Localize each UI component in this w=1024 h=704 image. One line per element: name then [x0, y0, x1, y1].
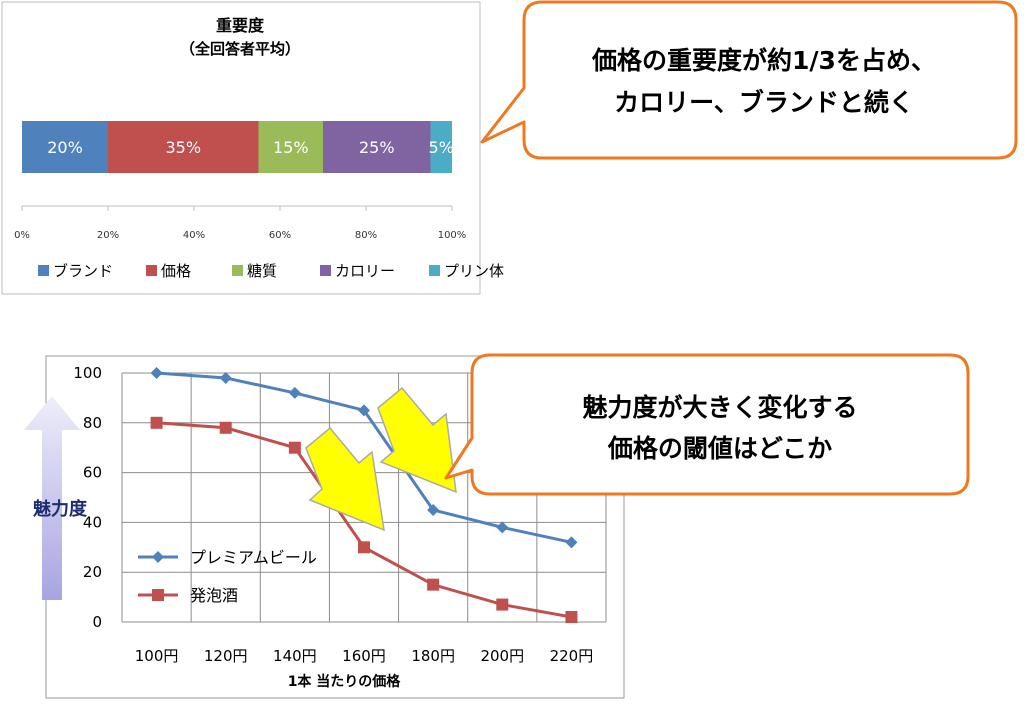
highlight-arrows	[305, 386, 457, 532]
importance-chart-subtitle: （全回答者平均）	[180, 40, 300, 58]
bar-segment	[108, 121, 259, 173]
legend-marker-diamond	[152, 551, 164, 563]
legend-label: 価格	[161, 262, 191, 280]
data-point-square	[427, 578, 440, 591]
x-tick-label: 100円	[135, 647, 179, 665]
callout-line-1: 価格の重要度が約1/3を占め、	[591, 46, 936, 75]
callout-importance: 価格の重要度が約1/3を占め、 カロリー、ブランドと続く	[480, 0, 1018, 160]
x-tick-label: 60%	[269, 230, 291, 241]
y-tick-label: 20	[83, 563, 102, 581]
data-point-square	[358, 541, 370, 554]
data-point-diamond	[150, 367, 163, 379]
callout-bubble	[444, 353, 970, 496]
data-point-diamond	[358, 404, 370, 417]
line-series	[150, 367, 578, 624]
legend-swatch	[429, 265, 440, 276]
x-tick-label: 80%	[355, 230, 377, 241]
y-tick-label: 40	[83, 513, 102, 531]
legend-swatch	[232, 265, 243, 276]
legend-marker-square	[152, 589, 164, 601]
x-axis-title: 1本 当たりの価格	[288, 673, 402, 690]
x-tick-label: 40%	[183, 230, 205, 241]
data-point-diamond	[496, 521, 509, 534]
x-tick-label: 0%	[14, 230, 30, 241]
callout-line-2: 価格の閾値はどこか	[607, 434, 832, 463]
data-point-square	[288, 441, 301, 454]
data-point-diamond	[427, 503, 440, 516]
x-tick-label: 160円	[342, 647, 386, 665]
legend-swatch	[320, 265, 331, 276]
importance-chart-title: 重要度	[216, 16, 265, 35]
y-tick-label: 60	[83, 464, 102, 482]
data-point-diamond	[219, 371, 232, 384]
x-tick-label: 180円	[411, 647, 455, 665]
bar-data-label: 25%	[359, 138, 395, 157]
y-tick-label: 100	[73, 364, 102, 382]
y-tick-label: 80	[83, 414, 102, 432]
bar-segment	[430, 121, 452, 173]
importance-legend: ブランド 価格 糖質 カロリー プリン体	[38, 262, 504, 280]
stacked-bar: 20% 35% 15% 25% 5%	[22, 121, 454, 173]
x-tick-label: 200円	[480, 647, 524, 665]
importance-chart: 重要度 （全回答者平均） 20% 35% 15% 25% 5% 0% 20% 40% 60% 8…	[1, 1, 504, 295]
callout-threshold: 魅力度が大きく変化する 価格の閾値はどこか	[444, 353, 970, 496]
legend-label: ブランド	[53, 262, 113, 280]
data-point-diamond	[288, 386, 301, 399]
bar-data-label: 20%	[47, 138, 83, 157]
x-tick-label: 20%	[97, 230, 119, 241]
y-tick-labels: 0 20 40 60 80 100	[73, 364, 102, 631]
bar-data-label: 35%	[165, 138, 201, 157]
y-axis-title: 魅力度	[33, 498, 88, 520]
x-tick-label: 120円	[204, 647, 248, 665]
callout-line-2: カロリー、ブランドと続く	[614, 88, 914, 117]
x-tick-label: 100%	[438, 230, 467, 241]
data-point-square	[150, 416, 163, 429]
bar-segment	[258, 121, 323, 173]
data-point-square	[565, 611, 578, 624]
highlight-arrow-left	[305, 426, 385, 532]
data-point-square	[219, 421, 232, 434]
legend-label: 糖質	[247, 262, 277, 280]
legend-swatch	[38, 265, 49, 276]
highlight-arrow-right	[377, 386, 457, 494]
bar-data-label: 15%	[273, 138, 309, 157]
bar-segment	[323, 121, 431, 173]
importance-x-ticks: 0% 20% 40% 60% 80% 100%	[14, 206, 466, 241]
y-tick-label: 0	[92, 613, 102, 631]
x-tick-label: 220円	[550, 647, 594, 665]
x-tick-label: 140円	[273, 647, 317, 665]
legend-label: 発泡酒	[190, 586, 238, 605]
callout-line-1: 魅力度が大きく変化する	[582, 393, 857, 422]
data-point-diamond	[565, 536, 578, 549]
x-tick-labels: 100円 120円 140円 160円 180円 200円 220円	[135, 647, 593, 665]
y-axis-up-arrow	[24, 396, 80, 600]
legend-label: プレミアムビール	[190, 548, 317, 567]
bar-data-label: 5%	[429, 138, 454, 157]
bar-segment	[22, 121, 108, 173]
legend-label: カロリー	[335, 262, 395, 280]
callout-bubble	[480, 0, 1018, 160]
legend-label: プリン体	[444, 262, 504, 280]
legend-swatch	[146, 265, 157, 276]
data-point-square	[496, 598, 509, 611]
